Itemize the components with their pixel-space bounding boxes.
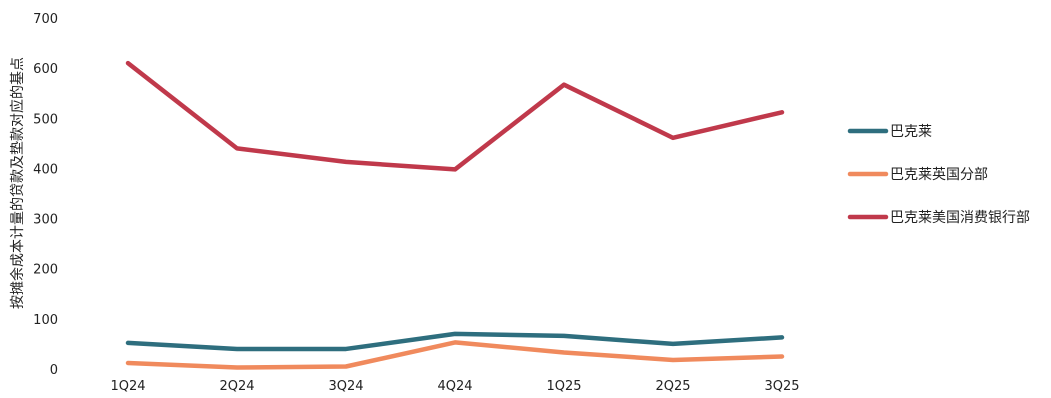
legend-label: 巴克莱 <box>890 124 932 140</box>
x-axis: 1Q24 2Q24 3Q24 4Q24 1Q25 2Q25 3Q25 <box>110 379 799 394</box>
series-line-1 <box>125 331 785 352</box>
x-tick-label: 4Q24 <box>437 379 472 394</box>
y-tick-label: 700 <box>33 12 58 27</box>
series-line-2 <box>125 340 785 370</box>
x-tick-label: 2Q25 <box>655 379 690 394</box>
x-tick-label: 3Q24 <box>328 379 363 394</box>
y-tick-label: 300 <box>33 213 58 228</box>
y-tick-label: 400 <box>33 162 58 177</box>
y-tick-label: 200 <box>33 263 58 278</box>
y-tick-label: 500 <box>33 112 58 127</box>
y-tick-label: 600 <box>33 62 58 77</box>
legend-label: 巴克莱美国消费银行部 <box>890 210 1030 226</box>
x-tick-label: 3Q25 <box>764 379 799 394</box>
y-axis-label: 按摊余成本计量的贷款及垫款对应的基点 <box>9 57 26 309</box>
y-axis: 0 100 200 300 400 500 600 700 <box>33 12 58 378</box>
y-tick-label: 0 <box>50 363 58 378</box>
x-tick-label: 1Q25 <box>546 379 581 394</box>
plot-area <box>125 60 785 370</box>
x-tick-label: 1Q24 <box>110 379 145 394</box>
y-tick-label: 100 <box>33 313 58 328</box>
legend-label: 巴克莱英国分部 <box>890 166 988 183</box>
x-tick-label: 2Q24 <box>219 379 254 394</box>
series-line-3 <box>125 60 785 172</box>
